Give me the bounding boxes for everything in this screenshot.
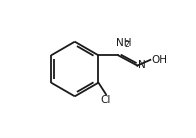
Text: NH: NH [116, 38, 132, 48]
Text: OH: OH [152, 55, 167, 65]
Text: N: N [138, 60, 146, 70]
Text: Cl: Cl [101, 95, 111, 105]
Text: 2: 2 [125, 40, 129, 49]
